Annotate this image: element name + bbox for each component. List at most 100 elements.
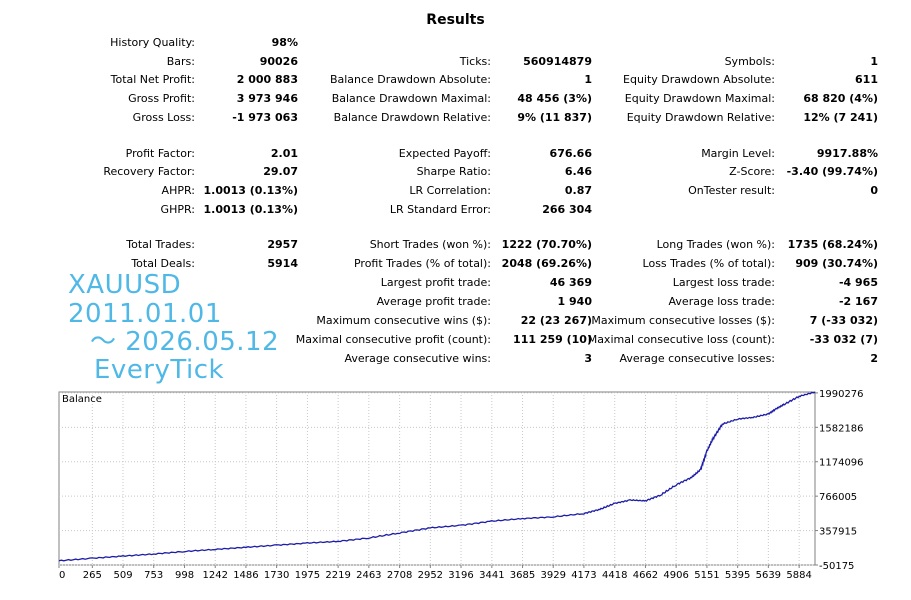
col1-value: 3 973 946 bbox=[236, 92, 298, 105]
x-tick-label: 3929 bbox=[541, 570, 566, 581]
x-tick-label: 5395 bbox=[725, 570, 750, 581]
col1-label: Gross Loss: bbox=[132, 111, 195, 124]
col1-label: Total Trades: bbox=[126, 238, 195, 251]
y-tick-label: 1582186 bbox=[819, 423, 864, 434]
col3-value: 909 (30.74%) bbox=[795, 257, 878, 270]
x-tick-label: 3441 bbox=[479, 570, 504, 581]
col1-label: Bars: bbox=[166, 55, 195, 68]
col2-value: 6.46 bbox=[564, 165, 592, 178]
y-tick-label: 357915 bbox=[819, 527, 857, 538]
col1-value: 2 000 883 bbox=[236, 73, 298, 86]
col3-label: Maximal consecutive loss (count): bbox=[587, 333, 775, 346]
col3-value: -3.40 (99.74%) bbox=[786, 165, 878, 178]
x-tick-label: 0 bbox=[59, 570, 65, 581]
col1-value: 1.0013 (0.13%) bbox=[203, 203, 299, 216]
y-tick-label: -50175 bbox=[819, 561, 854, 572]
x-tick-label: 4418 bbox=[602, 570, 627, 581]
col3-label: Loss Trades (% of total): bbox=[642, 257, 775, 270]
col2-label: Balance Drawdown Maximal: bbox=[331, 92, 491, 105]
col2-value: 676.66 bbox=[549, 147, 592, 160]
col1-value: 98% bbox=[271, 36, 298, 49]
y-tick-label: 766005 bbox=[819, 492, 857, 503]
col3-value: -2 167 bbox=[838, 295, 878, 308]
col2-value: 2048 (69.26%) bbox=[501, 257, 592, 270]
col2-label: Expected Payoff: bbox=[398, 147, 491, 160]
x-tick-label: 2219 bbox=[325, 570, 350, 581]
balance-line bbox=[58, 391, 816, 562]
col3-value: 1 bbox=[870, 55, 878, 68]
col2-value: 266 304 bbox=[542, 203, 592, 216]
overlay-end-date: ～ 2026.05.12 bbox=[90, 327, 280, 357]
x-tick-label: 5151 bbox=[694, 570, 719, 581]
col2-label: Ticks: bbox=[459, 55, 491, 68]
col3-value: 0 bbox=[870, 184, 878, 197]
x-tick-label: 3685 bbox=[510, 570, 535, 581]
col1-value: 2.01 bbox=[270, 147, 298, 160]
col2-label: Balance Drawdown Relative: bbox=[333, 111, 491, 124]
col1-label: History Quality: bbox=[110, 36, 195, 49]
col2-label: Maximum consecutive wins ($): bbox=[316, 314, 491, 327]
col3-value: 611 bbox=[855, 73, 878, 86]
col1-label: Total Net Profit: bbox=[110, 73, 195, 86]
x-tick-label: 265 bbox=[83, 570, 102, 581]
col2-label: Average profit trade: bbox=[376, 295, 491, 308]
col3-label: Margin Level: bbox=[701, 147, 775, 160]
y-tick-label: 1990276 bbox=[819, 389, 864, 400]
col3-value: -33 032 (7) bbox=[809, 333, 878, 346]
x-tick-label: 1242 bbox=[203, 570, 228, 581]
col1-label: Recovery Factor: bbox=[103, 165, 195, 178]
col2-label: Short Trades (won %): bbox=[369, 238, 491, 251]
x-tick-label: 5639 bbox=[756, 570, 781, 581]
col3-label: OnTester result: bbox=[688, 184, 775, 197]
x-tick-label: 1975 bbox=[295, 570, 320, 581]
col2-label: Balance Drawdown Absolute: bbox=[329, 73, 491, 86]
col1-label: Total Deals: bbox=[131, 257, 195, 270]
col3-label: Long Trades (won %): bbox=[656, 238, 775, 251]
x-tick-label: 2708 bbox=[387, 570, 412, 581]
col1-value: 29.07 bbox=[263, 165, 298, 178]
x-tick-label: 2952 bbox=[418, 570, 443, 581]
col1-value: 1.0013 (0.13%) bbox=[203, 184, 299, 197]
col3-label: Z-Score: bbox=[729, 165, 775, 178]
col2-label: Average consecutive wins: bbox=[344, 352, 491, 365]
col2-label: Maximal consecutive profit (count): bbox=[295, 333, 491, 346]
x-tick-label: 1486 bbox=[233, 570, 258, 581]
col3-label: Symbols: bbox=[724, 55, 775, 68]
col2-label: LR Standard Error: bbox=[389, 203, 491, 216]
col2-value: 0.87 bbox=[564, 184, 592, 197]
overlay-mode: EveryTick bbox=[94, 355, 225, 385]
col3-label: Maximum consecutive losses ($): bbox=[591, 314, 775, 327]
col2-value: 1222 (70.70%) bbox=[501, 238, 592, 251]
results-title: Results bbox=[426, 12, 485, 28]
col2-value: 9% (11 837) bbox=[517, 111, 592, 124]
col3-label: Equity Drawdown Relative: bbox=[626, 111, 775, 124]
x-tick-label: 4173 bbox=[571, 570, 596, 581]
col1-label: Gross Profit: bbox=[128, 92, 195, 105]
balance-chart: 0 265 509 753 998 1242 1486 1730 1975 2219 2463 270… bbox=[58, 389, 864, 581]
col3-label: Average loss trade: bbox=[668, 295, 775, 308]
overlay-start-date: 2011.01.01 bbox=[68, 299, 222, 329]
col2-value: 1 940 bbox=[557, 295, 592, 308]
col2-value: 560914879 bbox=[523, 55, 592, 68]
col2-label: LR Correlation: bbox=[409, 184, 491, 197]
col2-value: 111 259 (10) bbox=[513, 333, 592, 346]
x-tick-label: 753 bbox=[144, 570, 163, 581]
col2-label: Sharpe Ratio: bbox=[416, 165, 491, 178]
col3-label: Equity Drawdown Maximal: bbox=[624, 92, 775, 105]
col1-label: GHPR: bbox=[160, 203, 195, 216]
x-tick-label: 5884 bbox=[786, 570, 811, 581]
col3-label: Average consecutive losses: bbox=[619, 352, 775, 365]
col3-value: 2 bbox=[870, 352, 878, 365]
col1-value: 5914 bbox=[267, 257, 298, 270]
col2-value: 3 bbox=[584, 352, 592, 365]
col3-label: Equity Drawdown Absolute: bbox=[623, 73, 775, 86]
chart-legend-label: Balance bbox=[62, 394, 102, 405]
chart-frame bbox=[58, 391, 816, 566]
col3-label: Largest loss trade: bbox=[672, 276, 775, 289]
col3-value: 9917.88% bbox=[816, 147, 878, 160]
x-tick-label: 1730 bbox=[264, 570, 289, 581]
x-tick-label: 998 bbox=[175, 570, 194, 581]
x-tick-label: 4906 bbox=[663, 570, 688, 581]
overlay-symbol: XAUUSD bbox=[68, 270, 182, 300]
col1-value: 2957 bbox=[267, 238, 298, 251]
